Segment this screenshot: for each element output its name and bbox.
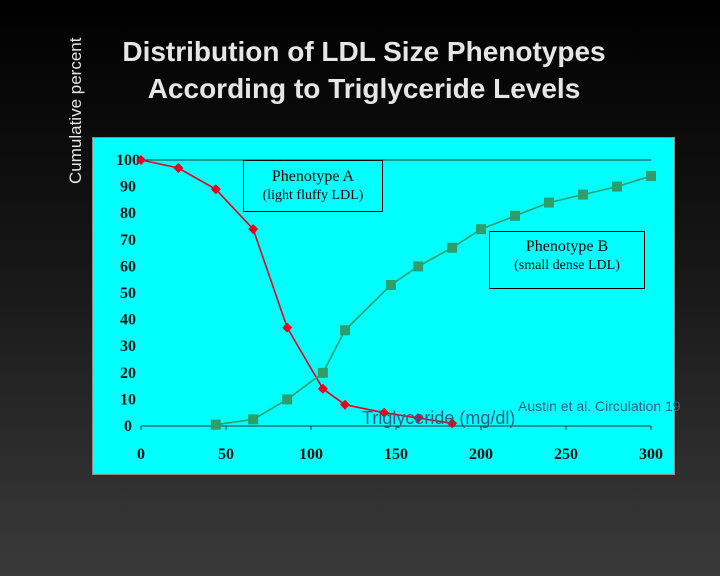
callout-phenotype-a: Phenotype A (light fluffy LDL): [243, 160, 383, 212]
data-point-phenotype-a: [447, 418, 458, 429]
x-tick-label: 200: [469, 446, 493, 463]
callout-b-subtitle: (small dense LDL): [514, 258, 620, 273]
data-point-phenotype-b: [248, 414, 259, 425]
callout-a-title: Phenotype A: [271, 168, 355, 185]
title-line-2: According to Triglyceride Levels: [147, 73, 581, 104]
y-tick-label: 20: [120, 365, 136, 382]
data-point-phenotype-b: [646, 170, 656, 181]
y-tick-label: 0: [124, 418, 132, 435]
data-point-phenotype-a: [379, 407, 390, 418]
data-point-phenotype-a: [248, 224, 259, 235]
data-point-phenotype-a: [282, 322, 293, 333]
y-tick-label: 40: [120, 312, 136, 329]
data-point-phenotype-a: [173, 162, 184, 173]
series-line-phenotype-b: [215, 175, 652, 426]
data-point-phenotype-b: [385, 280, 396, 291]
x-tick-label: 100: [299, 446, 323, 463]
data-point-phenotype-b: [282, 394, 293, 405]
y-tick-label: 90: [120, 179, 136, 196]
y-tick-label: 30: [120, 338, 136, 355]
citation: Austin et al. Circulation 19: [518, 398, 681, 414]
data-point-phenotype-b: [510, 210, 520, 221]
y-tick-label: 100: [116, 152, 140, 169]
title-line-1: Distribution of LDL Size Phenotypes: [122, 36, 606, 67]
x-tick-label: 0: [137, 446, 145, 463]
y-tick-label: 50: [120, 285, 136, 302]
data-point-phenotype-b: [544, 197, 554, 208]
data-point-phenotype-a: [413, 413, 424, 424]
callout-b-title: Phenotype B: [525, 238, 609, 255]
callout-a-subtitle: (light fluffy LDL): [262, 188, 364, 203]
y-tick-label: 70: [120, 232, 136, 249]
chart-panel: [92, 137, 675, 475]
data-point-phenotype-b: [413, 261, 424, 272]
data-point-phenotype-b: [317, 367, 328, 378]
data-point-phenotype-a: [340, 399, 350, 410]
data-point-phenotype-a: [317, 383, 328, 394]
x-axis-label: Triglyceride (mg/dl): [362, 408, 516, 428]
x-tick-label: 50: [218, 446, 234, 463]
data-point-phenotype-b: [578, 189, 588, 200]
slide-title: Distribution of LDL Size Phenotypes Acco…: [84, 33, 644, 107]
x-tick-label: 300: [639, 446, 663, 463]
y-tick-label: 10: [120, 391, 136, 408]
x-tick-label: 250: [554, 446, 578, 463]
y-tick-label: 60: [120, 258, 136, 275]
series-line-phenotype-a: [140, 159, 453, 425]
data-point-phenotype-b: [612, 181, 622, 192]
data-point-phenotype-b: [340, 325, 350, 336]
data-point-phenotype-a: [210, 184, 221, 195]
x-tick-label: 150: [384, 446, 408, 463]
y-tick-label: 80: [120, 205, 136, 222]
data-point-phenotype-b: [447, 242, 458, 253]
data-point-phenotype-b: [476, 224, 486, 235]
data-point-phenotype-a: [136, 155, 146, 165]
data-point-phenotype-b: [210, 419, 221, 430]
callout-phenotype-b: Phenotype B (small dense LDL): [489, 231, 645, 289]
